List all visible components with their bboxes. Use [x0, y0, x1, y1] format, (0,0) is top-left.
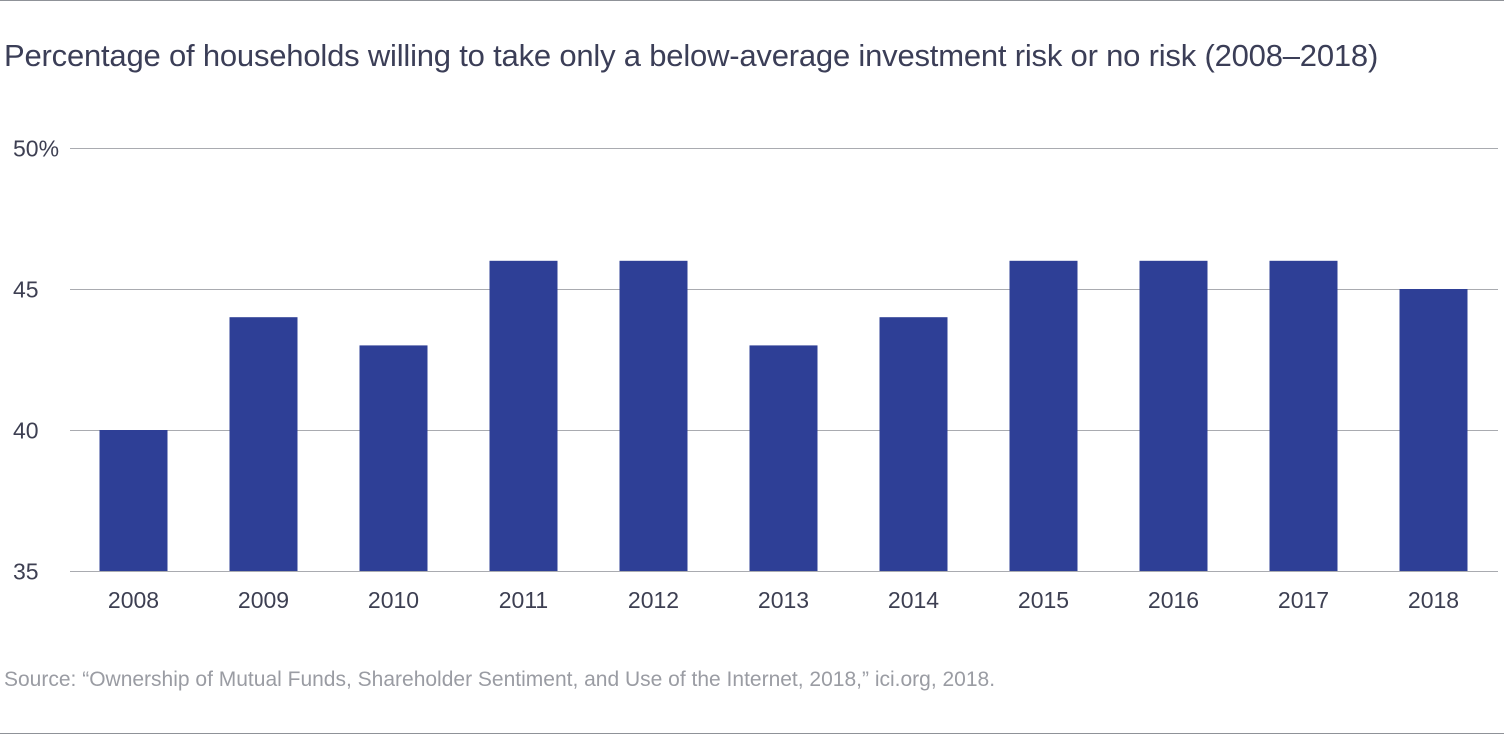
- y-tick-label-50: 50%: [13, 136, 59, 162]
- top-rule: [0, 0, 1504, 1]
- bar-2015: [1009, 260, 1078, 571]
- x-tick-label-2014: 2014: [888, 587, 939, 613]
- x-tick-label-2012: 2012: [628, 587, 679, 613]
- bar-2008: [99, 430, 168, 571]
- x-tick-label-2017: 2017: [1278, 587, 1329, 613]
- x-tick-label-2016: 2016: [1148, 587, 1199, 613]
- chart-title: Percentage of households willing to take…: [4, 38, 1379, 73]
- bar-2017: [1269, 260, 1338, 571]
- x-tick-label-2010: 2010: [368, 587, 419, 613]
- x-tick-label-2018: 2018: [1408, 587, 1459, 613]
- bar-2012: [619, 260, 688, 571]
- bars: [99, 260, 1468, 571]
- bar-2009: [229, 317, 298, 571]
- x-tick-label-2009: 2009: [238, 587, 289, 613]
- bar-2013: [749, 345, 818, 571]
- bar-2014: [879, 317, 948, 571]
- y-tick-label-35: 35: [13, 559, 39, 585]
- x-tick-label-2011: 2011: [499, 587, 548, 613]
- bottom-rule: [0, 733, 1504, 734]
- source-note: Source: “Ownership of Mutual Funds, Shar…: [4, 668, 996, 691]
- gridlines: [70, 148, 1498, 572]
- y-tick-label-40: 40: [13, 418, 39, 444]
- bar-2010: [359, 345, 428, 571]
- x-tick-label-2015: 2015: [1018, 587, 1069, 613]
- x-axis-ticks: 2008 2009 2010 2011 2012 2013 2014 2015 2016 2017…: [108, 587, 1459, 613]
- y-tick-label-45: 45: [13, 277, 39, 303]
- x-tick-label-2008: 2008: [108, 587, 159, 613]
- bar-2018: [1399, 289, 1468, 571]
- y-axis-ticks: 35 40 45 50%: [13, 136, 59, 585]
- bar-2011: [489, 260, 558, 571]
- x-tick-label-2013: 2013: [758, 587, 809, 613]
- bar-2016: [1139, 260, 1208, 571]
